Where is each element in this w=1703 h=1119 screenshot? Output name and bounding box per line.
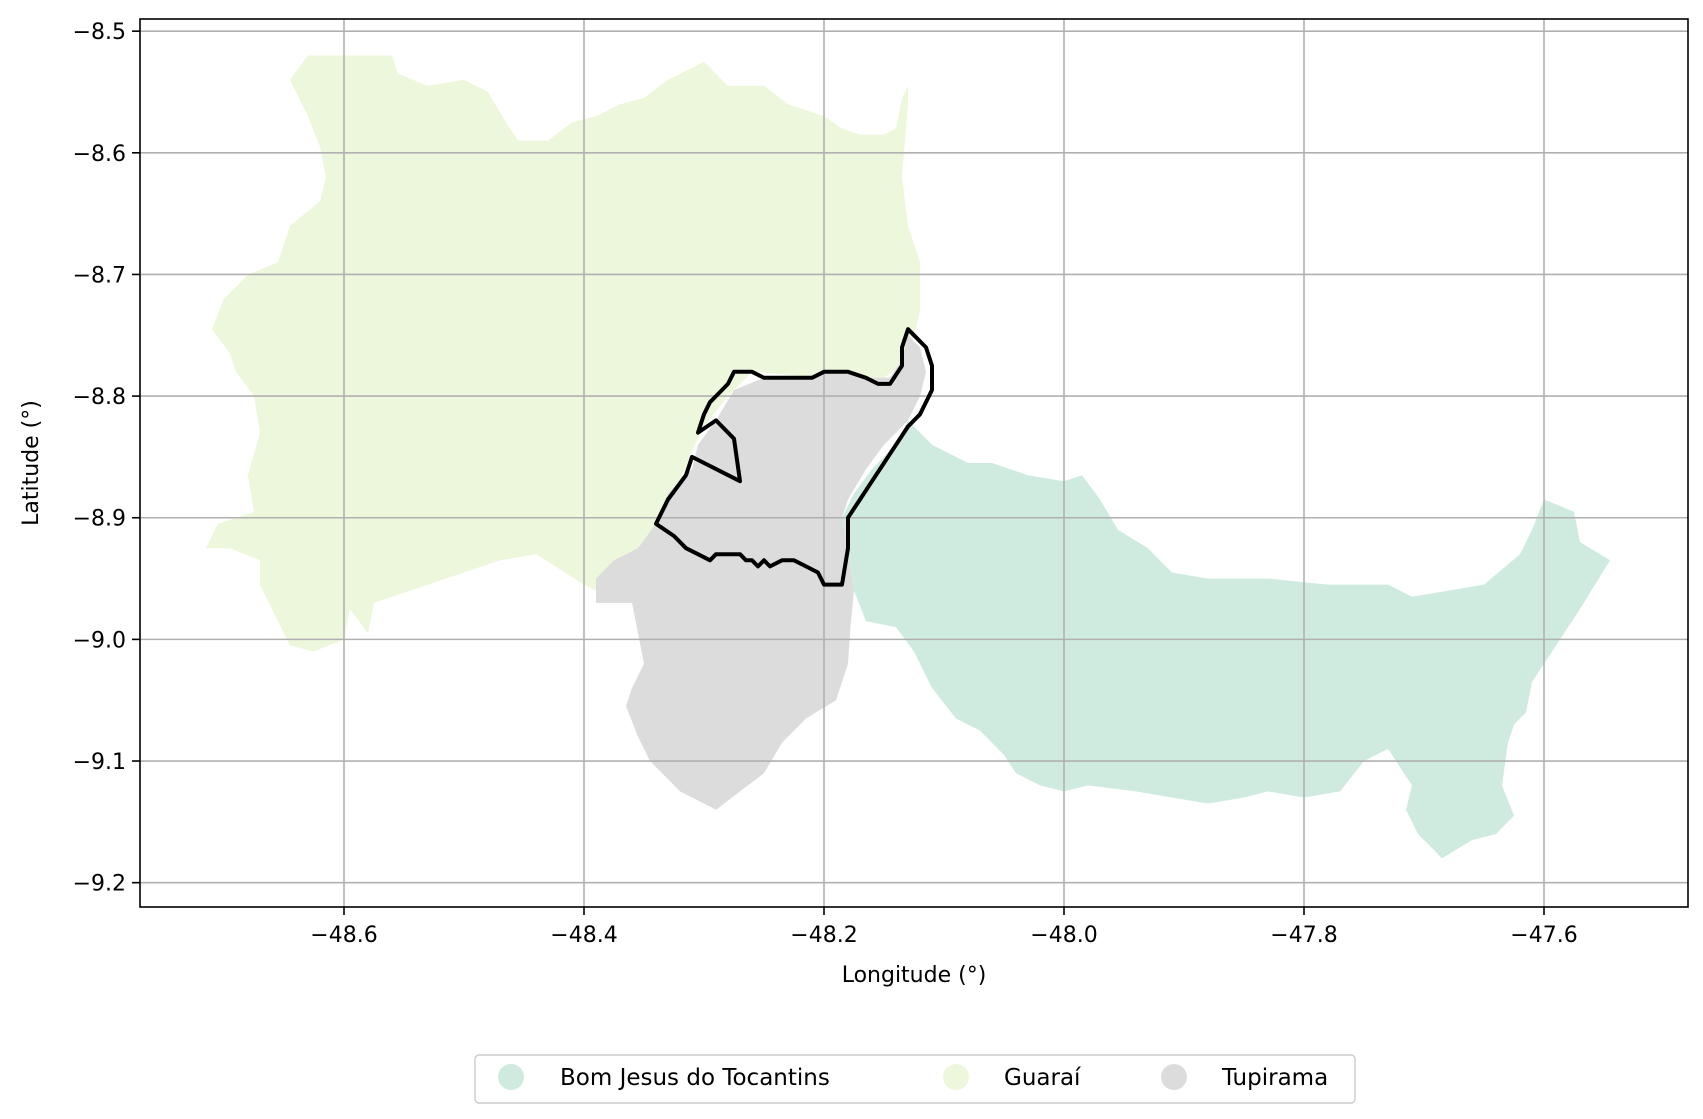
plot-frame [139, 18, 1689, 908]
legend-marker-bom-jesus [498, 1064, 524, 1090]
region-guara [206, 55, 920, 652]
legend-marker-guarai [943, 1064, 969, 1090]
legend-item-guarai: Guaraí [943, 1064, 1081, 1091]
y-tick-label: −8.9 [73, 507, 126, 532]
y-axis-ticks: −8.5 −8.6 −8.7 −8.8 −8.9 −9.0 −9.1 −9.2 [73, 20, 140, 897]
x-tick-label: −48.6 [310, 923, 377, 948]
municipality-regions [206, 55, 1610, 859]
x-tick-label: −47.8 [1270, 923, 1337, 948]
legend-marker-tupirama [1161, 1064, 1187, 1090]
legend-label-tupirama: Tupirama [1221, 1065, 1328, 1091]
x-axis-label: Longitude (°) [842, 963, 987, 988]
grid [140, 19, 1688, 907]
legend-item-bom-jesus: Bom Jesus do Tocantins [498, 1064, 830, 1091]
legend-label-bom-jesus: Bom Jesus do Tocantins [560, 1065, 830, 1091]
highlight-outline [654, 327, 934, 587]
y-tick-label: −9.1 [73, 750, 126, 775]
legend-frame [474, 1054, 1356, 1104]
y-tick-label: −8.5 [73, 20, 126, 45]
y-tick-label: −9.2 [73, 872, 126, 897]
legend-label-guarai: Guaraí [1004, 1065, 1081, 1091]
y-tick-label: −8.6 [73, 142, 126, 167]
x-tick-label: −48.2 [790, 923, 857, 948]
legend-item-tupirama: Tupirama [1161, 1064, 1328, 1091]
x-tick-label: −48.4 [550, 923, 617, 948]
legend: Bom Jesus do Tocantins Guaraí Tupirama [474, 1054, 1356, 1104]
x-tick-label: −47.6 [1510, 923, 1577, 948]
x-tick-label: −48.0 [1030, 923, 1097, 948]
y-tick-label: −8.7 [73, 263, 126, 288]
region-tupirama [596, 335, 926, 810]
y-tick-label: −9.0 [73, 628, 126, 653]
x-axis-ticks: −48.6 −48.4 −48.2 −48.0 −47.8 −47.6 [310, 907, 1578, 948]
y-axis-label: Latitude (°) [19, 400, 44, 526]
y-tick-label: −8.8 [73, 385, 126, 410]
